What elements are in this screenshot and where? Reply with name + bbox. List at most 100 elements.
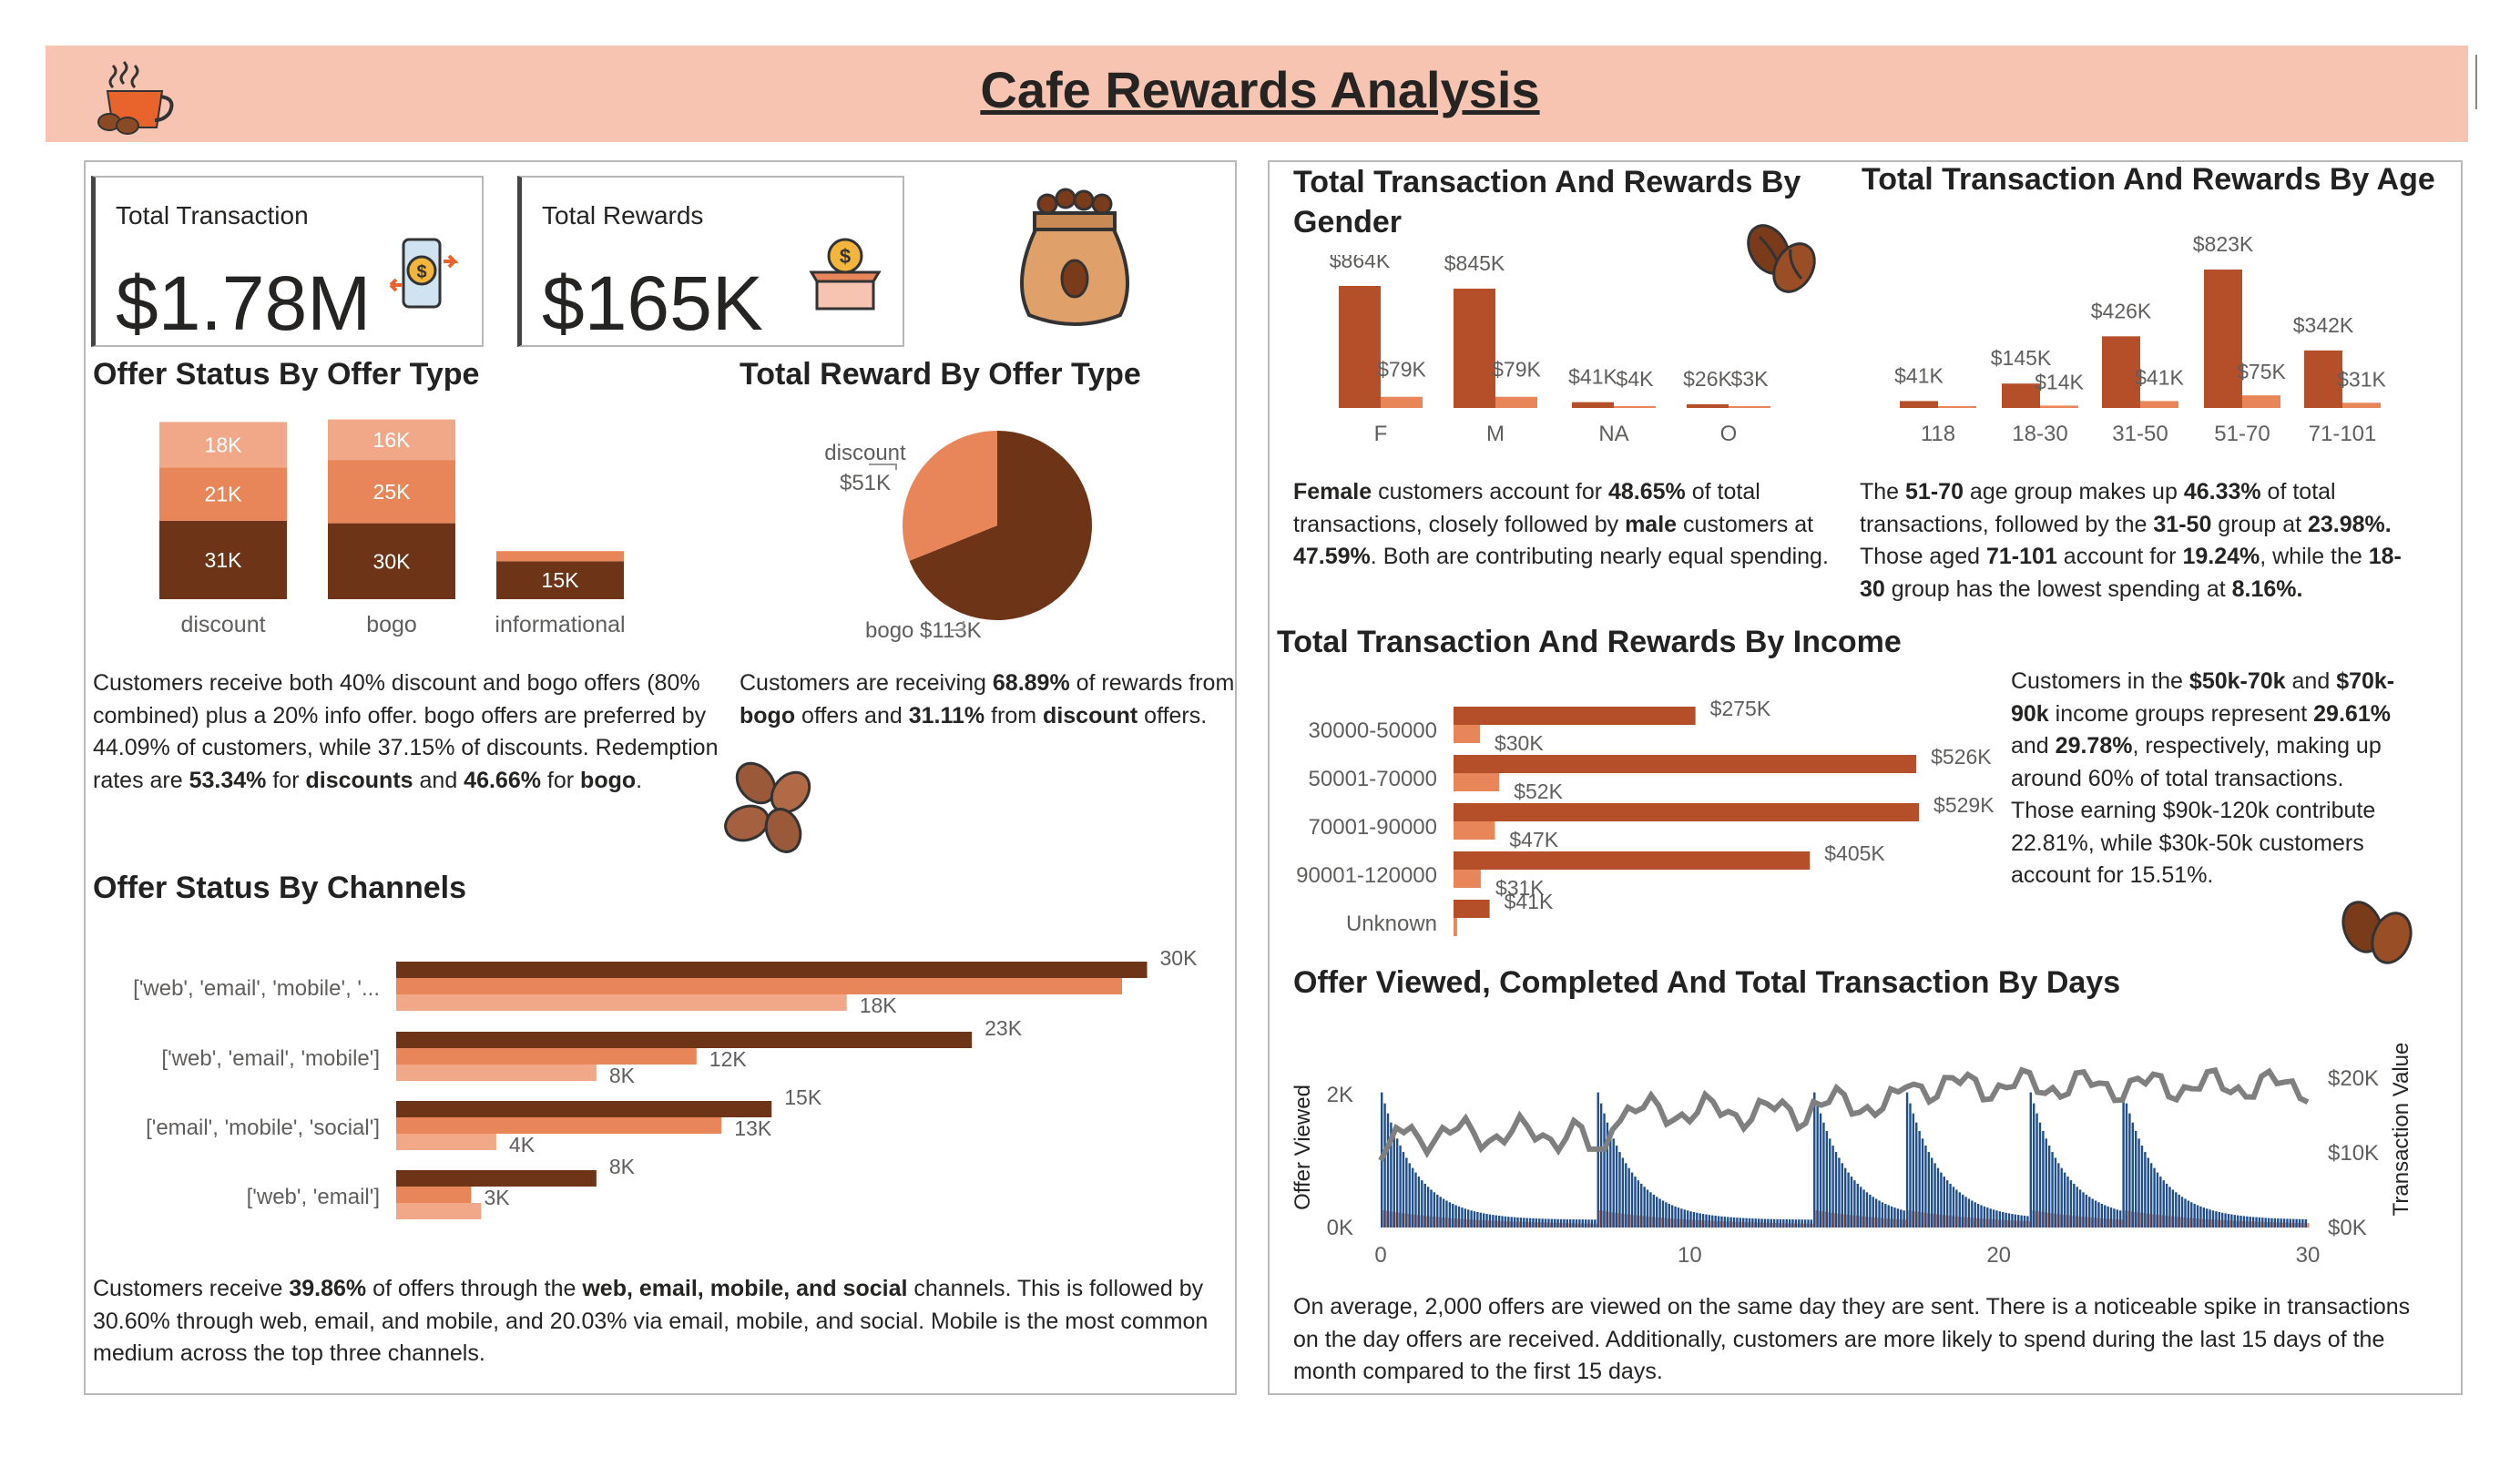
viewed-bar	[2227, 1214, 2230, 1228]
bar	[396, 1065, 597, 1081]
viewed-bar	[1872, 1197, 1874, 1228]
viewed-bar	[1497, 1216, 1501, 1228]
viewed-bar	[2140, 1146, 2144, 1228]
viewed-bar	[1770, 1218, 1772, 1228]
viewed-bar	[1810, 1219, 1813, 1228]
data-label: $41K	[1505, 890, 1554, 913]
bar	[1729, 406, 1770, 408]
data-label: 4K	[509, 1133, 536, 1156]
viewed-bar	[2011, 1214, 2014, 1228]
viewed-bar	[1627, 1167, 1630, 1228]
viewed-bar	[1544, 1218, 1547, 1228]
viewed-bar	[1739, 1218, 1742, 1228]
bar-segment	[496, 551, 624, 562]
viewed-bar	[1785, 1219, 1788, 1228]
viewed-bar	[2094, 1200, 2097, 1228]
viewed-bar	[2255, 1217, 2258, 1228]
y-axis-right-label: Transaction Value	[2389, 1043, 2413, 1217]
bar	[396, 994, 847, 1011]
viewed-bar	[1612, 1138, 1615, 1228]
viewed-bar	[1454, 1205, 1457, 1228]
coffee-sack-icon	[1011, 188, 1138, 338]
data-label: 30K	[373, 549, 412, 573]
data-label: $31K	[1495, 876, 1545, 900]
viewed-bar	[2088, 1197, 2091, 1228]
by-days-title: Offer Viewed, Completed And Total Transa…	[1293, 965, 2121, 1000]
viewed-bar	[1680, 1208, 1683, 1228]
pie-slice-bogo	[909, 431, 1092, 620]
viewed-bar	[2267, 1218, 2270, 1228]
data-label: 30K	[1160, 946, 1199, 970]
viewed-bar	[1618, 1152, 1621, 1228]
viewed-bar	[1464, 1208, 1467, 1228]
viewed-bar	[1945, 1180, 1949, 1228]
bar-segment	[159, 422, 287, 468]
offer-status-by-type-title: Offer Status By Offer Type	[93, 357, 480, 392]
viewed-bar	[2295, 1218, 2298, 1228]
viewed-bar	[1998, 1211, 2002, 1228]
viewed-bar	[1510, 1217, 1513, 1228]
viewed-bar	[1967, 1198, 1971, 1228]
viewed-bar	[1566, 1218, 1568, 1228]
offer-status-by-type-chart: 31K 21K 18K discount 30K 25K 16K bogo 15K informa…	[159, 419, 626, 637]
viewed-bar	[2159, 1177, 2162, 1228]
viewed-bar	[1915, 1122, 1918, 1228]
viewed-bar	[1386, 1113, 1390, 1228]
viewed-bar	[2218, 1212, 2220, 1228]
viewed-bar	[2168, 1187, 2171, 1228]
viewed-bar	[1652, 1194, 1656, 1228]
viewed-bar	[1643, 1187, 1646, 1228]
bar	[1454, 870, 1481, 888]
viewed-bar	[1992, 1209, 1995, 1228]
viewed-bar	[2104, 1205, 2107, 1228]
data-label: 8K	[609, 1155, 636, 1178]
viewed-bar	[1550, 1218, 1554, 1228]
bar	[1339, 286, 1381, 408]
viewed-bar	[2282, 1218, 2286, 1228]
viewed-bar	[1708, 1215, 1711, 1228]
viewed-bar	[2045, 1138, 2047, 1228]
viewed-bar	[1896, 1208, 1900, 1228]
viewed-bar	[1556, 1218, 1559, 1228]
viewed-bar	[2289, 1218, 2292, 1228]
viewed-bar	[2122, 1092, 2125, 1228]
viewed-bar	[1411, 1167, 1414, 1228]
viewed-bar	[2137, 1138, 2140, 1228]
viewed-bar	[1961, 1194, 1964, 1228]
viewed-bar	[1501, 1216, 1504, 1228]
y-axis-left-label: Offer Viewed	[1291, 1085, 1315, 1210]
viewed-bar	[2076, 1187, 2078, 1228]
viewed-bar	[1572, 1219, 1575, 1228]
x-tick: 10	[1678, 1243, 1702, 1268]
data-label: 15K	[542, 568, 580, 592]
bar	[1454, 851, 1811, 870]
viewed-bar	[1467, 1209, 1470, 1228]
viewed-bar	[1507, 1217, 1510, 1228]
viewed-bar	[2026, 1216, 2029, 1228]
viewed-bar	[1822, 1122, 1825, 1228]
total-rewards-value: $165K	[542, 260, 763, 346]
viewed-bar	[1402, 1152, 1405, 1228]
viewed-bar	[2153, 1167, 2156, 1228]
viewed-bar	[1430, 1189, 1433, 1228]
bar	[1454, 755, 1917, 773]
viewed-bar	[1772, 1218, 1776, 1228]
viewed-bar	[1834, 1152, 1838, 1228]
by-days-paragraph: On average, 2,000 offers are viewed on t…	[1293, 1294, 2411, 1384]
viewed-bar	[1590, 1219, 1594, 1228]
data-label: $14K	[2035, 370, 2084, 393]
category-label: 51-70	[2214, 422, 2270, 446]
viewed-bar	[2304, 1218, 2308, 1228]
bar	[396, 1101, 772, 1117]
data-label: $41K	[1568, 365, 1617, 389]
bar	[2342, 402, 2381, 408]
viewed-bar	[1931, 1157, 1933, 1228]
bar	[396, 1117, 722, 1134]
viewed-bar	[1516, 1217, 1519, 1228]
viewed-bar	[1905, 1092, 1909, 1228]
viewed-bar	[1924, 1146, 1927, 1228]
viewed-bar	[1803, 1219, 1807, 1228]
total-transaction-label: Total Transaction	[116, 201, 309, 229]
data-label: $30K	[1495, 731, 1544, 755]
viewed-bar	[2091, 1198, 2094, 1228]
